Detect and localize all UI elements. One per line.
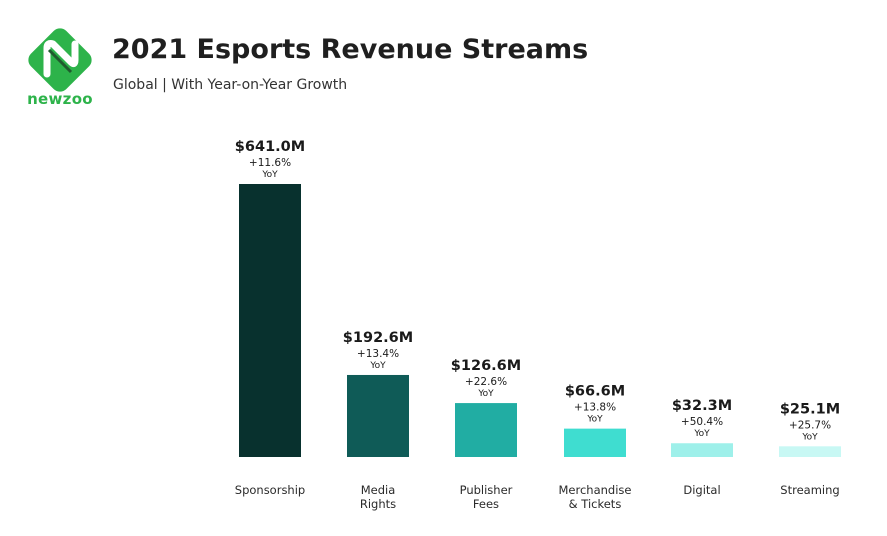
yoy-growth-2: +22.6% [465,376,507,388]
yoy-growth-1: +13.4% [357,348,399,360]
bar-5 [779,446,841,457]
yoy-growth-5: +25.7% [789,419,831,431]
yoy-growth-4: +50.4% [681,416,723,428]
yoy-label-0: YoY [261,170,278,180]
bar-2 [455,403,517,457]
yoy-label-4: YoY [693,429,710,439]
value-label-3: $66.6M [565,384,625,400]
value-label-1: $192.6M [343,330,413,346]
value-label-2: $126.6M [451,358,521,374]
logo-wordmark: newzoo [27,90,93,108]
yoy-growth-3: +13.8% [574,402,616,414]
bar-0 [239,184,301,457]
yoy-label-1: YoY [369,361,386,371]
value-label-5: $25.1M [780,401,840,417]
bar-3 [564,428,626,457]
category-label-0-0: Sponsorship [235,483,305,497]
newzoo-logo [22,22,98,112]
category-label-3-0: Merchandise [559,483,632,497]
value-label-4: $32.3M [672,398,732,414]
yoy-label-3: YoY [586,415,603,425]
chart-title: 2021 Esports Revenue Streams [112,34,589,65]
category-label-2-0: Publisher [460,483,513,497]
value-label-0: $641.0M [235,139,305,155]
category-label-5-0: Streaming [780,483,839,497]
bar-1 [347,374,409,457]
yoy-label-5: YoY [801,432,818,442]
category-label-3-1: & Tickets [569,497,622,511]
yoy-growth-0: +11.6% [249,157,291,169]
newzoo-logo-icon [28,28,92,92]
yoy-label-2: YoY [477,389,494,399]
category-label-1-0: Media [361,483,396,497]
chart-subtitle: Global | With Year-on-Year Growth [113,77,348,93]
bar-4 [671,443,733,457]
category-label-4-0: Digital [683,483,720,497]
category-label-1-1: Rights [360,497,396,511]
category-label-2-1: Fees [473,497,499,511]
